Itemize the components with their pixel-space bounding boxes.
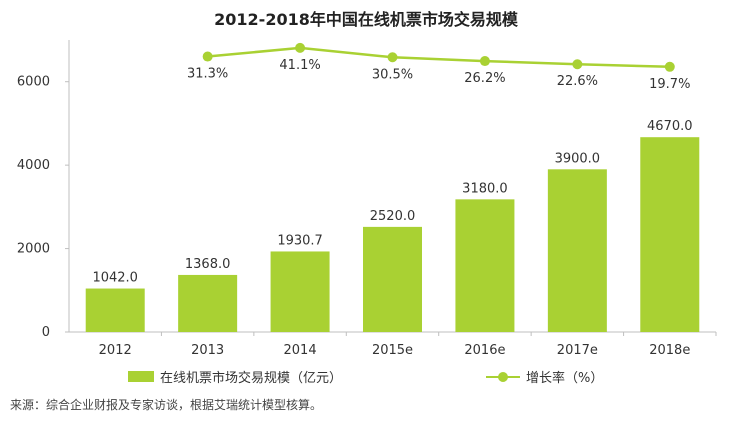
bar: [178, 274, 238, 332]
x-tick-label: 2018e: [649, 343, 690, 358]
bar-value-label: 2520.0: [370, 209, 416, 224]
x-tick-label: 2013: [191, 343, 224, 358]
bar-value-label: 1042.0: [92, 271, 138, 286]
legend-bar-swatch: [128, 371, 154, 382]
legend-item-bar: 在线机票市场交易规模（亿元）: [128, 367, 342, 386]
bar: [270, 251, 330, 332]
growth-rate-label: 30.5%: [372, 67, 413, 82]
bar: [85, 288, 145, 332]
legend-bar-label: 在线机票市场交易规模（亿元）: [160, 371, 343, 386]
source-note: 来源：综合企业财报及专家访谈，根据艾瑞统计模型核算。: [10, 398, 323, 412]
growth-rate-label: 19.7%: [649, 77, 690, 92]
legend-item-line: 增长率（%）: [486, 367, 603, 386]
growth-rate-point: [664, 61, 675, 72]
bar: [547, 169, 607, 332]
growth-rate-label: 22.6%: [557, 74, 598, 89]
x-tick-label: 2015e: [372, 343, 413, 358]
growth-rate-point: [387, 52, 398, 63]
bar-value-label: 1368.0: [185, 257, 231, 272]
x-tick-label: 2012: [99, 343, 132, 358]
bar-value-label: 3900.0: [555, 151, 601, 166]
y-tick-label: 6000: [17, 75, 50, 90]
legend-line-label: 增长率（%）: [526, 371, 604, 386]
growth-rate-label: 31.3%: [187, 67, 228, 82]
x-tick-label: 2016e: [464, 343, 505, 358]
y-tick-label: 4000: [17, 158, 50, 173]
y-tick-label: 0: [42, 325, 50, 340]
growth-rate-line: [207, 46, 670, 69]
x-tick-label: 2017e: [557, 343, 598, 358]
y-tick-label: 2000: [17, 242, 50, 257]
bar: [640, 137, 700, 332]
growth-rate-point: [295, 42, 306, 53]
bar: [363, 226, 422, 332]
bar: [455, 199, 515, 332]
chart-title: 2012-2018年中国在线机票市场交易规模: [214, 10, 518, 29]
bar-value-label: 1930.7: [277, 233, 323, 248]
x-tick-label: 2014: [284, 343, 317, 358]
legend-line-swatch: [486, 371, 520, 383]
bar-value-label: 3180.0: [462, 181, 508, 196]
growth-rate-point: [202, 51, 213, 62]
growth-rate-point: [479, 56, 490, 67]
growth-rate-label: 26.2%: [464, 71, 505, 86]
chart-legend: 在线机票市场交易规模（亿元） 增长率（%）: [0, 367, 732, 389]
growth-rate-label: 41.1%: [279, 58, 320, 73]
growth-rate-point: [572, 59, 583, 70]
bar-value-label: 4670.0: [647, 119, 693, 134]
